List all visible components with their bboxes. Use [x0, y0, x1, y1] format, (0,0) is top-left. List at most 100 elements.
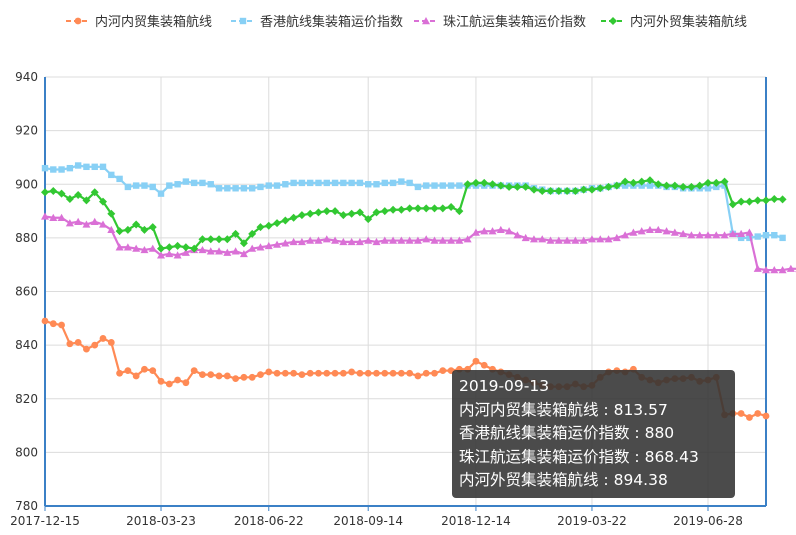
data-point-inland-domestic [141, 365, 148, 373]
data-point-pearl-river [115, 243, 124, 251]
data-point-inland-foreign [463, 180, 472, 189]
data-point-pearl-river [123, 243, 132, 251]
data-point-pearl-river [331, 236, 340, 244]
data-point-pearl-river [786, 264, 795, 272]
data-point-inland-domestic [107, 339, 115, 346]
data-point-hongkong [348, 179, 355, 187]
data-point-pearl-river [65, 219, 74, 227]
chart-tooltip: 2019-09-13 内河内贸集装箱航线 : 813.57 香港航线集装箱运价指… [452, 370, 735, 498]
data-point-hongkong [116, 175, 123, 183]
data-point-pearl-river [488, 227, 497, 235]
data-point-pearl-river [621, 231, 630, 239]
data-point-pearl-river [571, 236, 580, 244]
data-point-inland-foreign [231, 229, 240, 238]
data-point-inland-foreign [322, 207, 331, 216]
data-point-inland-foreign [339, 211, 348, 220]
data-point-pearl-river [471, 228, 480, 236]
legend-item-inland-foreign[interactable]: 内河外贸集装箱航线 [601, 14, 747, 30]
data-point-inland-foreign [670, 181, 679, 190]
data-point-pearl-river [463, 235, 472, 243]
data-point-inland-domestic [83, 345, 90, 353]
data-point-pearl-river [264, 241, 273, 250]
legend-item-hongkong[interactable]: 香港航线集装箱运价指数 [231, 14, 403, 30]
data-point-pearl-river [529, 235, 538, 243]
data-point-hongkong [447, 182, 455, 189]
data-point-pearl-river [132, 244, 141, 252]
data-point-inland-foreign [579, 185, 588, 194]
data-point-hongkong [74, 162, 82, 169]
data-point-pearl-river [447, 236, 456, 244]
data-point-inland-foreign [587, 185, 596, 194]
data-point-inland-foreign [273, 219, 282, 228]
data-point-pearl-river [753, 264, 762, 272]
data-point-hongkong [215, 185, 223, 192]
data-point-pearl-river [496, 225, 505, 234]
legend-item-pearl-river[interactable]: 珠江航运集装箱运价指数 [414, 14, 586, 30]
data-point-inland-foreign [397, 205, 406, 214]
data-point-inland-foreign [90, 188, 99, 197]
data-point-inland-foreign [629, 178, 638, 187]
data-point-inland-foreign [248, 229, 257, 238]
data-point-pearl-river [422, 235, 431, 243]
data-point-pearl-river [347, 237, 356, 246]
data-point-hongkong [273, 182, 281, 189]
data-point-pearl-river [223, 248, 232, 256]
data-point-inland-domestic [74, 339, 82, 346]
data-point-inland-foreign [645, 176, 654, 185]
data-point-inland-foreign [770, 194, 779, 203]
data-point-hongkong [306, 179, 314, 187]
data-point-pearl-river [413, 236, 422, 244]
data-point-hongkong [108, 171, 115, 179]
data-point-pearl-river [389, 236, 398, 244]
data-point-hongkong [456, 182, 463, 189]
data-point-inland-domestic [182, 379, 190, 387]
data-point-pearl-river [703, 231, 712, 239]
data-point-hongkong [124, 183, 132, 191]
data-point-inland-domestic [190, 367, 198, 374]
data-point-inland-domestic [364, 369, 372, 377]
data-point-pearl-river [538, 235, 547, 243]
data-point-pearl-river [637, 227, 646, 235]
data-point-inland-domestic [414, 372, 422, 380]
data-point-inland-domestic [248, 373, 256, 381]
data-point-inland-domestic [91, 341, 99, 349]
data-point-inland-domestic [480, 361, 488, 369]
data-point-pearl-river [397, 236, 406, 244]
data-point-inland-foreign [455, 207, 464, 216]
data-point-inland-foreign [505, 182, 514, 191]
data-point-inland-foreign [488, 180, 497, 189]
legend-marker-icon [239, 17, 247, 25]
data-point-pearl-river [629, 228, 638, 236]
data-point-hongkong [83, 163, 90, 171]
data-point-pearl-river [364, 236, 373, 244]
y-tick-label: 920 [15, 124, 38, 138]
data-point-pearl-river [99, 220, 108, 228]
data-point-pearl-river [728, 229, 737, 238]
data-point-hongkong [224, 185, 231, 192]
data-point-inland-foreign [389, 205, 398, 214]
data-point-pearl-river [455, 236, 464, 244]
data-point-inland-domestic [165, 380, 173, 388]
data-point-inland-foreign [554, 186, 563, 195]
data-point-hongkong [398, 178, 405, 185]
data-point-pearl-river [273, 240, 282, 248]
legend-label: 内河外贸集装箱航线 [630, 14, 747, 30]
data-point-inland-foreign [405, 204, 414, 213]
data-point-inland-foreign [74, 190, 83, 199]
legend-item-inland-domestic[interactable]: 内河内贸集装箱航线 [66, 14, 212, 30]
data-point-hongkong [282, 181, 289, 188]
data-point-inland-domestic [339, 369, 347, 377]
data-point-inland-foreign [662, 181, 671, 190]
data-point-pearl-river [248, 244, 257, 252]
data-point-inland-foreign [314, 208, 323, 217]
data-point-inland-foreign [571, 186, 580, 195]
data-point-hongkong [248, 185, 256, 192]
data-point-inland-foreign [132, 220, 141, 229]
data-point-hongkong [290, 179, 297, 187]
data-point-hongkong [406, 179, 413, 187]
data-point-inland-foreign [347, 209, 356, 218]
data-point-inland-domestic [406, 369, 414, 377]
data-point-pearl-river [82, 220, 91, 228]
data-point-hongkong [779, 234, 786, 242]
data-point-pearl-river [720, 231, 729, 239]
